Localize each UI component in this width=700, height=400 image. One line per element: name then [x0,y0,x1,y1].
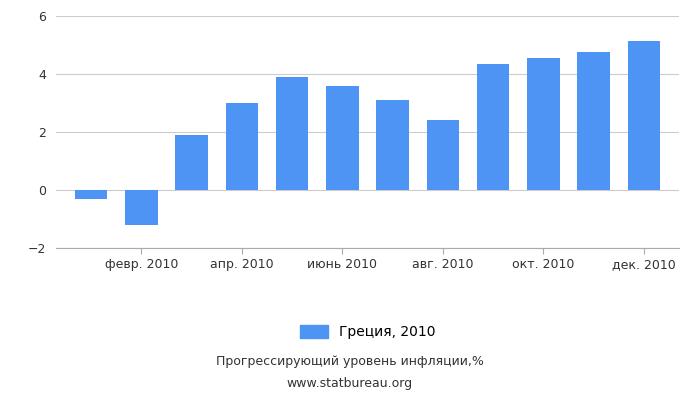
Bar [125,190,158,225]
Bar [175,135,208,190]
Bar [326,86,358,190]
Legend: Греция, 2010: Греция, 2010 [294,320,441,345]
Bar [426,120,459,190]
Bar [377,100,409,190]
Bar [627,41,660,190]
Bar [578,52,610,190]
Bar [276,77,309,190]
Text: Прогрессирующий уровень инфляции,%: Прогрессирующий уровень инфляции,% [216,356,484,368]
Bar [477,64,510,190]
Text: www.statbureau.org: www.statbureau.org [287,378,413,390]
Bar [75,190,108,199]
Bar [225,103,258,190]
Bar [527,58,560,190]
